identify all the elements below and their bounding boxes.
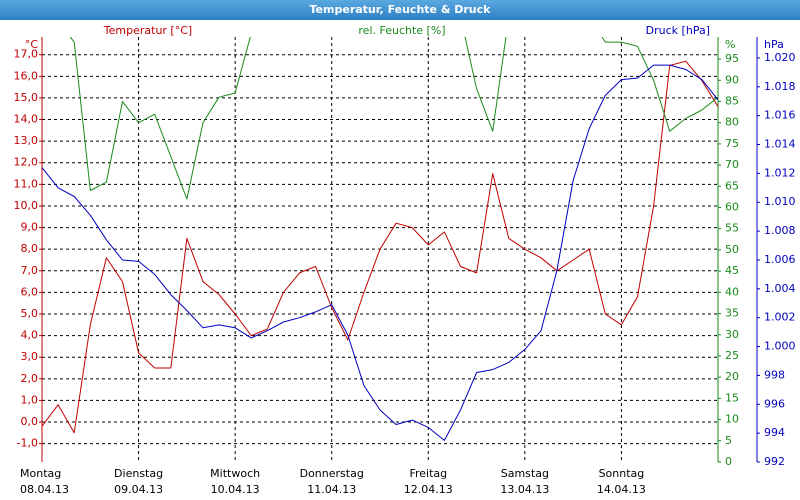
series-line (42, 60, 718, 434)
x-tick-label: 11.04.13 (307, 483, 356, 496)
axis-unit: % (725, 38, 735, 51)
y-tick-label: 65 (725, 179, 739, 192)
legend-label: rel. Feuchte [%] (358, 24, 445, 37)
y-tick-label: 85 (725, 94, 739, 107)
y-tick-label: 998 (764, 368, 785, 381)
x-tick-label: 13.04.13 (500, 483, 549, 496)
y-tick-label: 16,0 (14, 69, 39, 82)
legend-label: Druck [hPa] (646, 24, 710, 37)
y-tick-label: 11,0 (14, 177, 39, 190)
axis-unit: hPa (764, 38, 784, 51)
y-tick-label: 1.016 (764, 109, 796, 122)
y-tick-label: 5,0 (21, 307, 39, 320)
y-tick-label: 80 (725, 116, 739, 129)
y-tick-label: 1.008 (764, 224, 796, 237)
x-tick-label: Donnerstag (300, 467, 364, 480)
x-tick-label: 08.04.13 (20, 483, 69, 496)
y-tick-label: 0,0 (21, 415, 39, 428)
plot-area (42, 37, 718, 441)
y-tick-label: 1.018 (764, 80, 796, 93)
y-tick-label: 1.012 (764, 166, 796, 179)
x-tick-label: Samstag (501, 467, 549, 480)
y-tick-label: 25 (725, 349, 739, 362)
axis-unit: °C (25, 38, 39, 51)
y-tick-label: 14,0 (14, 113, 39, 126)
y-tick-label: 1,0 (21, 393, 39, 406)
y-tick-label: 9,0 (21, 221, 39, 234)
y-tick-label: 6,0 (21, 285, 39, 298)
y-tick-label: 1.002 (764, 311, 796, 324)
y-tick-label: 1.006 (764, 253, 796, 266)
y-tick-label: 992 (764, 455, 785, 468)
y-tick-label: 0 (725, 455, 732, 468)
y-tick-label: 996 (764, 397, 785, 410)
y-tick-label: 8,0 (21, 242, 39, 255)
y-tick-label: 15 (725, 391, 739, 404)
y-tick-label: 1.014 (764, 138, 796, 151)
y-tick-label: 60 (725, 201, 739, 214)
y-tick-label: 40 (725, 285, 739, 298)
x-tick-label: 10.04.13 (211, 483, 260, 496)
y-tick-label: 5 (725, 434, 732, 447)
legend-label: Temperatur [°C] (103, 24, 192, 37)
x-tick-label: Freitag (409, 467, 447, 480)
x-tick-label: Mittwoch (210, 467, 260, 480)
series-line (42, 64, 718, 441)
x-tick-label: Sonntag (599, 467, 645, 480)
y-tick-label: 12,0 (14, 156, 39, 169)
y-tick-label: 10 (725, 413, 739, 426)
x-tick-label: Montag (20, 467, 61, 480)
y-tick-label: 13,0 (14, 134, 39, 147)
y-tick-label: 1.020 (764, 51, 796, 64)
x-tick-label: 12.04.13 (404, 483, 453, 496)
chart-title: Temperatur, Feuchte & Druck (310, 3, 492, 16)
y-tick-label: 70 (725, 158, 739, 171)
x-tick-label: 09.04.13 (114, 483, 163, 496)
y-tick-label: 45 (725, 264, 739, 277)
y-tick-label: 2,0 (21, 372, 39, 385)
y-tick-label: 3,0 (21, 350, 39, 363)
y-tick-label: 75 (725, 137, 739, 150)
y-tick-label: 90 (725, 73, 739, 86)
series-line (69, 37, 718, 200)
y-tick-label: 15,0 (14, 91, 39, 104)
y-tick-label: 1.010 (764, 195, 796, 208)
y-tick-label: 7,0 (21, 264, 39, 277)
y-tick-label: 35 (725, 307, 739, 320)
y-tick-label: 1.000 (764, 340, 796, 353)
y-tick-label: 4,0 (21, 329, 39, 342)
y-tick-label: 10,0 (14, 199, 39, 212)
y-tick-label: 17,0 (14, 48, 39, 61)
y-tick-label: 20 (725, 370, 739, 383)
x-tick-label: 14.04.13 (597, 483, 646, 496)
y-tick-label: 1.004 (764, 282, 796, 295)
title-bar (0, 0, 800, 20)
y-tick-label: 50 (725, 243, 739, 256)
y-tick-label: 994 (764, 426, 785, 439)
y-tick-label: 55 (725, 222, 739, 235)
x-tick-label: Dienstag (114, 467, 163, 480)
y-tick-label: 30 (725, 328, 739, 341)
y-tick-label: 95 (725, 52, 739, 65)
y-tick-label: -1,0 (17, 437, 38, 450)
